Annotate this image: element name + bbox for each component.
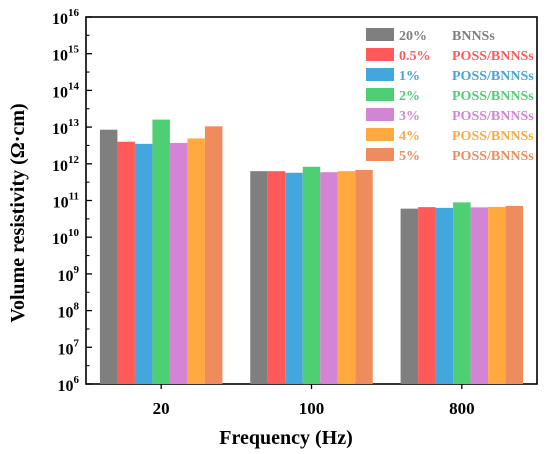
bar xyxy=(285,172,303,384)
bar xyxy=(505,205,524,384)
bar xyxy=(134,143,153,384)
y-tick-label: 107 xyxy=(58,337,80,358)
legend-label: POSS/BNNSs xyxy=(452,49,534,64)
legend-percent: 4% xyxy=(399,129,420,144)
bar xyxy=(99,129,118,384)
legend-swatch xyxy=(366,48,394,61)
legend-swatch xyxy=(366,108,394,121)
bar xyxy=(453,202,471,384)
bar xyxy=(435,207,454,384)
legend-swatch xyxy=(366,128,394,141)
bar xyxy=(250,171,268,384)
bar xyxy=(152,119,170,384)
x-axis-title: Frequency (Hz) xyxy=(219,427,353,449)
y-tick-label: 1011 xyxy=(53,191,79,212)
legend-label: POSS/BNNSs xyxy=(452,149,534,164)
bar xyxy=(204,126,223,384)
legend-label: POSS/BNNSs xyxy=(452,129,534,144)
y-tick-label: 109 xyxy=(58,264,80,285)
y-tick-label: 106 xyxy=(58,374,80,395)
bar xyxy=(400,208,419,384)
legend-swatch xyxy=(366,148,394,161)
y-tick-label: 1012 xyxy=(52,154,80,175)
bar xyxy=(320,172,338,384)
bar xyxy=(267,171,286,384)
legend-swatch xyxy=(366,88,394,101)
legend-label: BNNSs xyxy=(452,29,495,44)
legend-percent: 0.5% xyxy=(399,49,431,64)
y-tick-label: 108 xyxy=(58,301,80,322)
bar xyxy=(470,207,489,384)
legend-percent: 5% xyxy=(399,149,420,164)
y-tick-label: 1013 xyxy=(52,117,80,138)
x-tick-label: 800 xyxy=(449,399,475,418)
legend-percent: 3% xyxy=(399,109,420,124)
legend-percent: 20% xyxy=(399,29,427,44)
bar xyxy=(169,142,188,384)
bar xyxy=(302,166,321,384)
y-tick-label: 1015 xyxy=(52,44,80,65)
legend-percent: 1% xyxy=(399,69,420,84)
legend-swatch xyxy=(366,68,394,81)
x-tick-label: 20 xyxy=(153,399,170,418)
legend-label: POSS/BNNSs xyxy=(452,69,534,84)
bar xyxy=(418,207,436,384)
y-axis-title: Volume resistivity (Ω·cm) xyxy=(7,103,29,322)
legend-label: POSS/BNNSs xyxy=(452,109,534,124)
y-tick-label: 1014 xyxy=(52,80,80,101)
x-tick-label: 100 xyxy=(299,399,325,418)
y-tick-label: 1010 xyxy=(52,227,80,248)
y-tick-label: 1016 xyxy=(52,7,80,28)
legend-label: POSS/BNNSs xyxy=(452,89,534,104)
legend-percent: 2% xyxy=(399,89,420,104)
legend-swatch xyxy=(366,28,394,41)
bar xyxy=(488,206,506,384)
bar xyxy=(355,169,373,384)
bar xyxy=(187,138,205,384)
bar xyxy=(337,171,356,384)
bar xyxy=(117,141,135,384)
